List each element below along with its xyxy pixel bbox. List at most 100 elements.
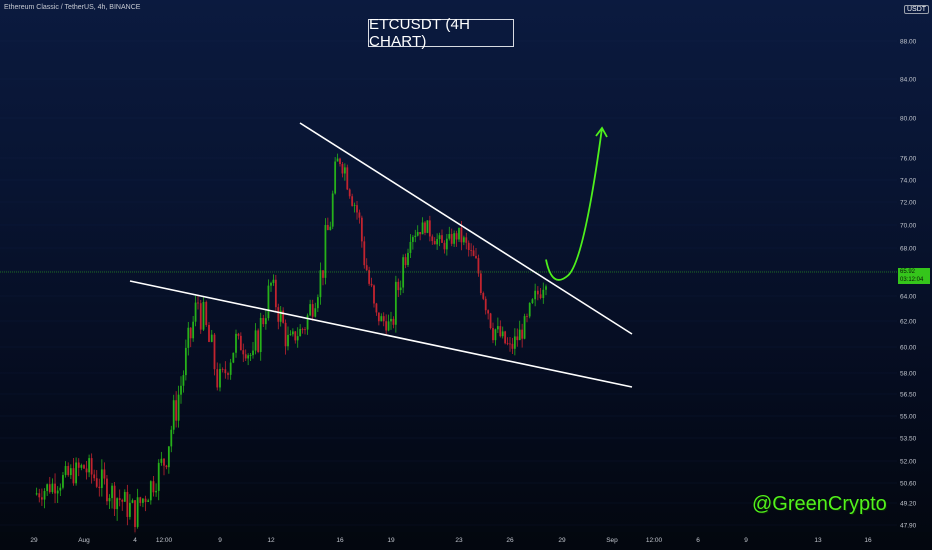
candle-body [129, 502, 131, 517]
candle-body [277, 307, 280, 322]
price-tick-label: 60.00 [900, 345, 917, 352]
candle-body [380, 316, 383, 322]
candle-body [445, 238, 448, 250]
trendline[interactable] [129, 280, 633, 388]
candle-body [163, 458, 165, 466]
candle-body [279, 310, 282, 322]
candle-body [88, 458, 90, 473]
candle-body [155, 490, 157, 493]
candle-body [489, 313, 492, 329]
candle-body [160, 458, 163, 463]
candle-body [433, 241, 436, 245]
candle-body [394, 281, 397, 325]
last-price-label: 65.92 03:12:04 [898, 268, 930, 284]
candle-body [126, 491, 129, 517]
candle-body [111, 485, 113, 499]
time-tick-label: 19 [387, 537, 395, 544]
candle-body [368, 270, 371, 284]
trendlines[interactable] [0, 122, 897, 388]
candle-body [205, 301, 208, 325]
price-tick-label: 62.00 [900, 319, 917, 326]
candle-body [467, 242, 470, 251]
candle-body [177, 394, 180, 421]
currency-badge[interactable]: USDT [904, 5, 930, 14]
candle-body [139, 497, 142, 503]
candle-body [477, 258, 480, 274]
candle-body [77, 462, 80, 468]
candle-body [175, 400, 178, 421]
candle-body [121, 499, 124, 502]
candle-body [382, 316, 385, 322]
candle-body [287, 334, 289, 347]
time-tick-label: 12:00 [156, 537, 173, 544]
candle-body [182, 375, 185, 386]
candle-body [46, 484, 49, 491]
candle-body [144, 498, 147, 502]
candle-body [116, 498, 119, 510]
candle-body [257, 330, 260, 352]
time-tick-label: 29 [30, 537, 38, 544]
candle-body [227, 373, 229, 375]
candle-body [375, 303, 378, 313]
candle-body [306, 315, 309, 330]
candle-body [95, 478, 98, 487]
price-tick-label: 49.20 [900, 501, 917, 508]
candle-body [309, 304, 312, 316]
candle-body [428, 220, 431, 237]
price-tick-label: 76.00 [900, 156, 917, 163]
candle-body [334, 161, 337, 194]
candle-body [348, 189, 351, 197]
candle-body [448, 234, 451, 239]
price-tick-label: 55.00 [900, 414, 917, 421]
candle-body [172, 400, 175, 430]
candle-body [199, 303, 202, 330]
price-tick-label: 68.00 [900, 246, 917, 253]
candle-body [85, 468, 88, 473]
candle-body [438, 235, 441, 240]
candle-body [187, 327, 190, 348]
candle-body [284, 322, 287, 347]
candle-body [142, 498, 144, 503]
candle-body [38, 493, 41, 498]
time-axis[interactable]: 29 Aug 4 12:00 9 12 16 19 23 26 29 Sep 12:00 6 9 13 16 [0, 532, 932, 550]
candle-body [123, 491, 126, 502]
candle-body [247, 355, 250, 359]
candle-body [100, 469, 103, 488]
candle-body [482, 292, 485, 299]
candle-body [213, 334, 216, 370]
candle-body [516, 336, 519, 341]
candle-body [377, 312, 380, 322]
candle-body [69, 468, 72, 476]
price-axis[interactable]: 47.90 49.20 50.60 52.00 53.50 55.00 56.50 58.00… [900, 39, 917, 530]
projection-curve[interactable] [545, 127, 603, 281]
candle-body [59, 487, 62, 491]
candle-body [67, 466, 70, 476]
candle-body [264, 318, 267, 325]
trendline[interactable] [299, 122, 633, 335]
candle-body [208, 324, 210, 342]
candle-body [509, 343, 511, 345]
candle-body [513, 336, 516, 349]
candle-body [134, 500, 136, 527]
candle-body [83, 465, 85, 469]
price-tick-label: 80.00 [900, 116, 917, 123]
candle-body [436, 239, 439, 245]
candle-body [237, 333, 240, 336]
candle-body [521, 329, 524, 339]
candle-body [184, 347, 187, 376]
candle-body [534, 290, 537, 300]
candle-body [239, 335, 242, 351]
candle-body [472, 250, 475, 256]
candle-body [397, 281, 400, 291]
candle-body [324, 224, 327, 278]
candle-body [387, 321, 390, 331]
candle-body [407, 252, 409, 266]
candle-body [131, 500, 134, 503]
candle-body [421, 222, 424, 235]
price-tick-label: 53.50 [900, 436, 917, 443]
candle-body [343, 167, 346, 174]
candle-body [301, 329, 304, 330]
candle-body [331, 193, 334, 227]
price-tick-label: 84.00 [900, 77, 917, 84]
